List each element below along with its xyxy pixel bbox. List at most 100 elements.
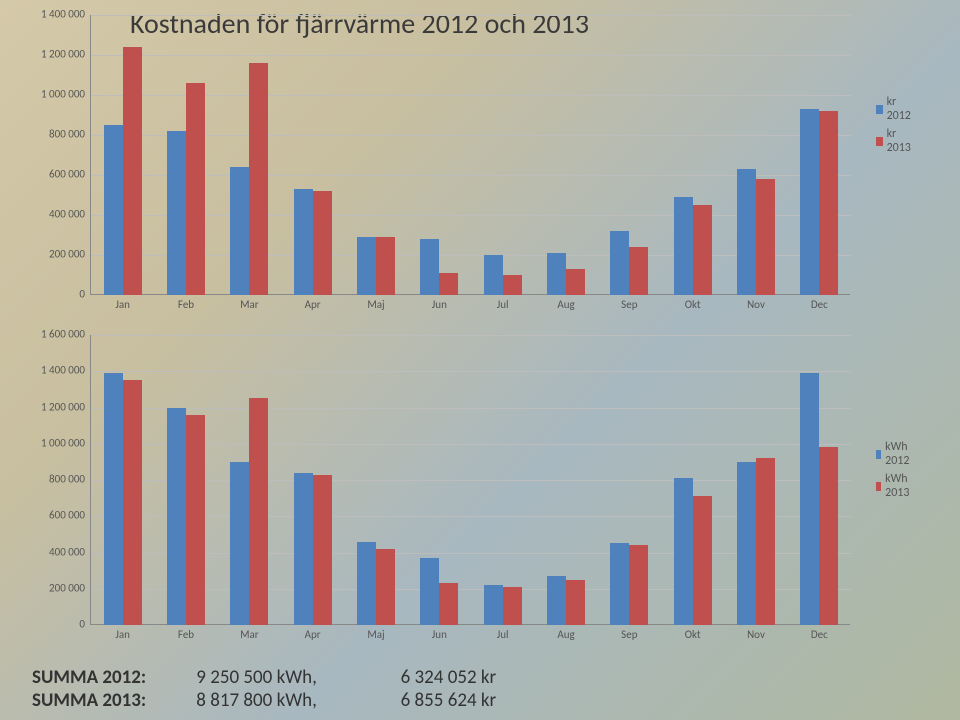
- summary-row-2013: SUMMA 2013: 8 817 800 kWh, 6 855 624 kr: [32, 689, 581, 712]
- y-axis-label: 200 000: [49, 581, 91, 594]
- y-axis-label: 200 000: [49, 248, 91, 261]
- y-axis-label: 400 000: [49, 208, 91, 221]
- bar: [693, 496, 712, 625]
- chart-kr: 0200 000400 000600 000800 0001 000 0001 …: [90, 15, 860, 305]
- x-axis-label: Mar: [240, 624, 259, 641]
- bar: [737, 169, 756, 295]
- bar: [693, 205, 712, 295]
- bar: [503, 587, 522, 625]
- bar: [420, 558, 439, 625]
- x-axis-label: Maj: [367, 624, 384, 641]
- bar: [800, 109, 819, 295]
- x-axis-label: Jun: [432, 294, 447, 311]
- x-axis-label: Jul: [497, 624, 509, 641]
- bar: [123, 380, 142, 625]
- bar: [566, 269, 585, 295]
- bar: [357, 237, 376, 295]
- bar: [104, 373, 123, 625]
- x-axis-label: Okt: [685, 294, 701, 311]
- x-axis-label: Aug: [557, 624, 574, 641]
- bar: [629, 545, 648, 625]
- x-axis-label: Aug: [557, 294, 574, 311]
- bar: [186, 415, 205, 625]
- y-axis-label: 1 200 000: [41, 48, 91, 61]
- x-axis-label: Feb: [178, 624, 194, 641]
- gridline: [91, 444, 851, 445]
- bar: [376, 237, 395, 295]
- bar: [230, 167, 249, 295]
- y-axis-label: 1 600 000: [41, 328, 91, 341]
- summary-kwh: 8 817 800 kWh,: [196, 689, 396, 712]
- summary-label: SUMMA 2012:: [32, 666, 192, 689]
- y-axis-label: 1 400 000: [41, 364, 91, 377]
- summary-block: SUMMA 2012: 9 250 500 kWh, 6 324 052 kr …: [32, 666, 581, 712]
- legend-swatch: [876, 450, 881, 459]
- bar: [629, 247, 648, 295]
- bar: [484, 255, 503, 295]
- summary-kr: 6 855 624 kr: [401, 689, 581, 712]
- bar: [756, 179, 775, 295]
- bar: [610, 543, 629, 625]
- bar: [547, 576, 566, 625]
- y-axis-label: 1 000 000: [41, 436, 91, 449]
- chart-kwh: 0200 000400 000600 000800 0001 000 0001 …: [90, 335, 860, 635]
- x-axis-label: Dec: [811, 294, 828, 311]
- x-axis-label: Nov: [747, 294, 765, 311]
- plot-area: 0200 000400 000600 000800 0001 000 0001 …: [90, 15, 850, 295]
- gridline: [91, 335, 851, 336]
- gridline: [91, 135, 851, 136]
- bar: [484, 585, 503, 625]
- summary-kwh: 9 250 500 kWh,: [196, 666, 396, 689]
- x-axis-label: Jun: [432, 624, 447, 641]
- legend-item: kWh 2012: [876, 440, 913, 468]
- legend-label: kr 2013: [887, 127, 914, 155]
- y-axis-label: 600 000: [49, 509, 91, 522]
- bar: [800, 373, 819, 625]
- gridline: [91, 15, 851, 16]
- bar: [547, 253, 566, 295]
- bar: [674, 197, 693, 295]
- bar: [674, 478, 693, 625]
- bar: [819, 447, 838, 625]
- bar: [439, 583, 458, 625]
- x-axis-label: Mar: [240, 294, 259, 311]
- legend-item: kWh 2013: [876, 472, 913, 500]
- y-axis-label: 1 400 000: [41, 8, 91, 21]
- bar: [610, 231, 629, 295]
- x-axis-label: Dec: [811, 624, 828, 641]
- x-axis-label: Okt: [685, 624, 701, 641]
- bar: [167, 131, 186, 295]
- bar: [566, 580, 585, 625]
- legend: kWh 2012 kWh 2013: [876, 440, 913, 504]
- bar: [249, 63, 268, 295]
- bar: [439, 273, 458, 295]
- x-axis-label: Apr: [305, 624, 321, 641]
- x-axis-label: Maj: [367, 294, 384, 311]
- y-axis-label: 800 000: [49, 128, 91, 141]
- summary-row-2012: SUMMA 2012: 9 250 500 kWh, 6 324 052 kr: [32, 666, 581, 689]
- legend-item: kr 2012: [876, 95, 913, 123]
- gridline: [91, 408, 851, 409]
- x-axis-label: Sep: [621, 624, 637, 641]
- bar: [313, 191, 332, 295]
- legend-swatch: [876, 137, 883, 146]
- x-axis-label: Feb: [178, 294, 194, 311]
- legend-item: kr 2013: [876, 127, 913, 155]
- summary-label: SUMMA 2013:: [32, 689, 192, 712]
- legend: kr 2012 kr 2013: [876, 95, 913, 159]
- bar: [376, 549, 395, 625]
- bar: [104, 125, 123, 295]
- y-axis-label: 800 000: [49, 473, 91, 486]
- x-axis-label: Nov: [747, 624, 765, 641]
- legend-swatch: [876, 482, 881, 491]
- legend-label: kWh 2013: [885, 472, 913, 500]
- legend-swatch: [876, 105, 883, 114]
- gridline: [91, 95, 851, 96]
- bar: [357, 542, 376, 625]
- y-axis-label: 1 200 000: [41, 400, 91, 413]
- bar: [186, 83, 205, 295]
- summary-kr: 6 324 052 kr: [401, 666, 581, 689]
- x-axis-label: Sep: [621, 294, 637, 311]
- legend-label: kWh 2012: [885, 440, 913, 468]
- bar: [313, 475, 332, 625]
